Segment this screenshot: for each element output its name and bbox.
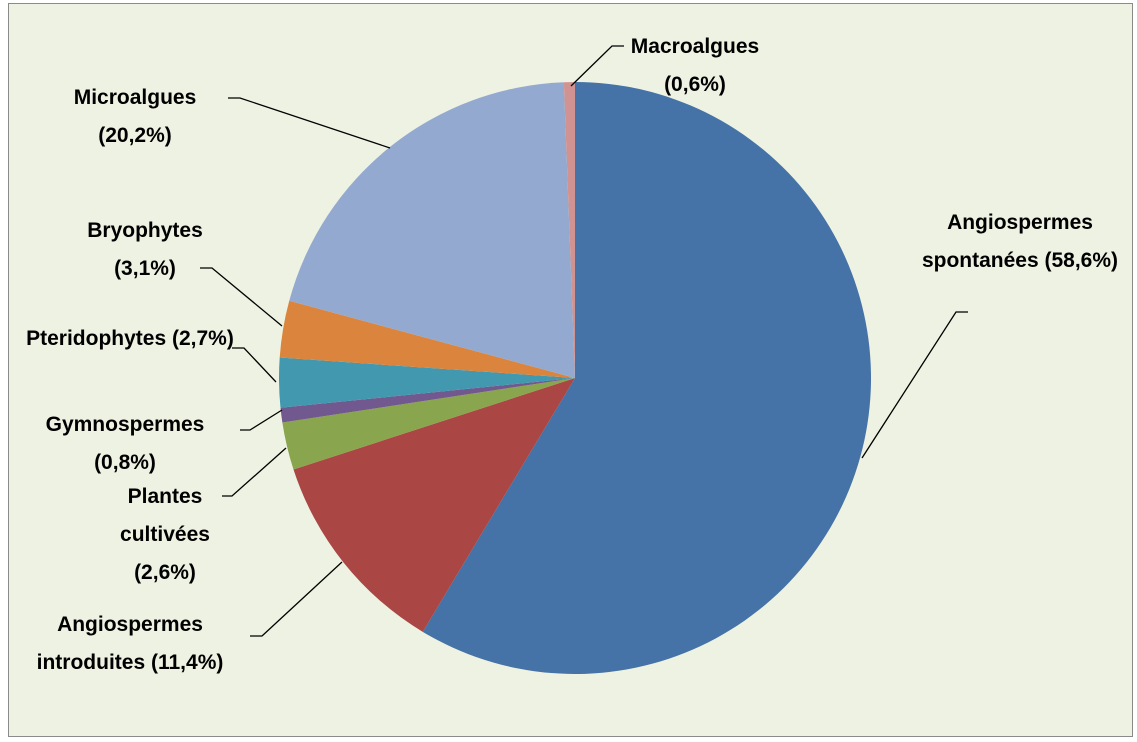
slice-label: Microalgues (20,2%) xyxy=(40,79,230,155)
slice-label: Angiospermes spontanées (58,6%) xyxy=(905,204,1135,280)
leader-line xyxy=(570,45,624,87)
pie-slice xyxy=(280,378,575,423)
leader-line xyxy=(240,409,283,431)
slice-label: Pteridophytes (2,7%) xyxy=(10,320,250,358)
pie-slice xyxy=(422,82,871,674)
category-name: Gymnospermes xyxy=(45,413,205,436)
category-name: Angiospermes introduites xyxy=(36,613,203,674)
value-label: (0,8%) xyxy=(94,451,156,474)
value-label: (3,1%) xyxy=(114,257,176,280)
slice-label: Plantes cultivées (2,6%) xyxy=(90,478,240,592)
leader-line xyxy=(228,97,391,149)
pie-slice xyxy=(278,357,575,408)
value-label: (58,6%) xyxy=(1044,249,1119,272)
category-name: Pteridophytes xyxy=(26,327,167,350)
leader-line xyxy=(222,447,287,497)
value-label: (2,7%) xyxy=(172,327,234,350)
pie-slice xyxy=(279,300,575,378)
pie-slice xyxy=(289,82,575,378)
value-label: (20,2%) xyxy=(98,124,172,147)
slice-label: Gymnospermes (0,8%) xyxy=(35,406,215,482)
category-name: Plantes cultivées xyxy=(120,485,210,546)
category-name: Angiospermes spontanées xyxy=(921,211,1093,272)
leader-line xyxy=(250,561,343,637)
slice-label: Macroalgues (0,6%) xyxy=(615,28,775,104)
leader-line xyxy=(861,311,968,459)
leader-line xyxy=(200,267,283,327)
pie-slice xyxy=(293,378,575,632)
value-label: (2,6%) xyxy=(134,561,196,584)
leader-lines xyxy=(200,45,968,637)
category-name: Bryophytes xyxy=(87,219,203,242)
slice-label: Angiospermes introduites (11,4%) xyxy=(10,606,250,682)
leader-line xyxy=(232,347,277,383)
slice-label: Bryophytes (3,1%) xyxy=(60,212,230,288)
slices xyxy=(278,82,871,674)
value-label: (11,4%) xyxy=(150,651,224,674)
category-name: Microalgues xyxy=(73,86,197,109)
value-label: (0,6%) xyxy=(664,73,726,96)
pie-slice xyxy=(563,82,575,378)
pie-slice xyxy=(282,378,575,470)
category-name: Macroalgues xyxy=(630,35,760,58)
